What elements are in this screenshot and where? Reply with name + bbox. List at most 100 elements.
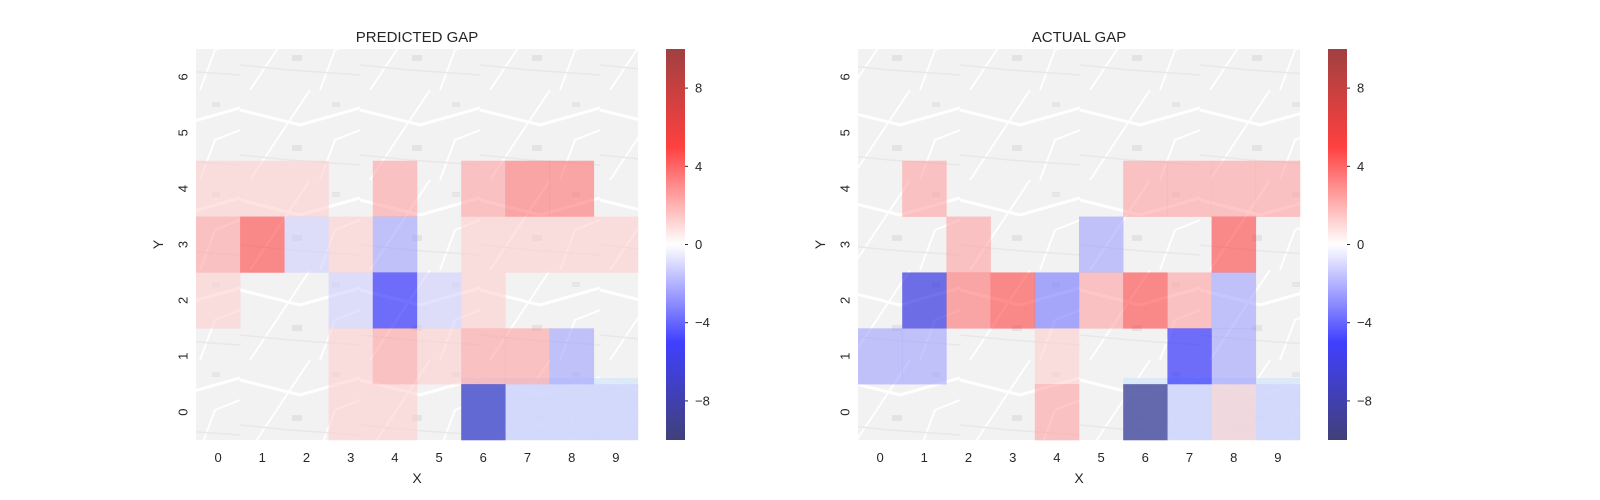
heatmap-cell (1255, 160, 1301, 217)
y-tick-label: 4 (838, 185, 853, 192)
heatmap-cell (1034, 384, 1080, 441)
heatmap-cell (1123, 272, 1168, 329)
x-tick-label: 9 (1274, 450, 1281, 465)
x-tick-label: 7 (1186, 450, 1193, 465)
heatmap-cell (328, 384, 374, 441)
x-tick-label: 0 (876, 450, 883, 465)
x-axis-label: X (412, 470, 422, 486)
heatmap-cell (505, 160, 550, 217)
heatmap-cell (461, 328, 506, 385)
heatmap-cell (1255, 384, 1301, 441)
colorbar-tick-label: 0 (695, 237, 702, 252)
heatmap-cell (240, 160, 285, 217)
heatmap-panel-0: PREDICTED GAP 0 1 2 3 4 5 6 7 8 9 0 1 2 3 4 5 6 X Y −8 −4 0 4 8 (150, 29, 710, 486)
heatmap-cell (549, 384, 595, 441)
heatmap-cell (461, 160, 506, 217)
heatmap-cell (946, 216, 991, 273)
x-tick-label: 1 (259, 450, 266, 465)
heatmap-cell (1211, 160, 1257, 217)
heatmap-cell (858, 328, 903, 385)
x-tick-label: 2 (965, 450, 972, 465)
colorbar-tick-label: −8 (1357, 393, 1372, 408)
heatmap-cell (549, 160, 595, 217)
colorbar-tick-label: 8 (1357, 81, 1364, 96)
x-tick-label: 7 (524, 450, 531, 465)
chart-title: PREDICTED GAP (356, 29, 479, 46)
heatmap-cell (372, 384, 418, 441)
heatmap-cell (902, 328, 947, 385)
heatmap-cell (990, 272, 1036, 329)
y-tick-label: 1 (176, 353, 191, 360)
x-tick-label: 0 (214, 450, 221, 465)
colorbar-tick-label: 4 (695, 159, 702, 174)
x-tick-label: 2 (303, 450, 310, 465)
heatmap-cell (1079, 272, 1124, 329)
heatmap-cell (372, 272, 418, 329)
heatmap-cell (1034, 272, 1080, 329)
x-axis-label: X (1074, 470, 1084, 486)
heatmap-cell (1167, 384, 1212, 441)
heatmap-cell (328, 272, 374, 329)
heatmap-cell (461, 272, 506, 329)
y-tick-label: 0 (176, 408, 191, 415)
x-tick-label: 4 (391, 450, 398, 465)
x-tick-label: 5 (1097, 450, 1104, 465)
y-tick-label: 1 (838, 353, 853, 360)
heatmap-cell (417, 328, 462, 385)
y-tick-label: 3 (838, 241, 853, 248)
heatmap-cell (1211, 216, 1257, 273)
x-tick-label: 8 (568, 450, 575, 465)
heatmap-cell (1167, 272, 1212, 329)
heatmap-cell (284, 216, 329, 273)
heatmap-cell (1167, 328, 1212, 385)
x-tick-label: 8 (1230, 450, 1237, 465)
colorbar-tick-label: 8 (695, 81, 702, 96)
heatmap-cell (196, 272, 241, 329)
y-tick-label: 4 (176, 185, 191, 192)
heatmap-cell (328, 216, 374, 273)
heatmap-cell (549, 216, 595, 273)
heatmap-cell (1211, 328, 1257, 385)
x-tick-label: 6 (480, 450, 487, 465)
heatmap-cell (417, 272, 462, 329)
heatmap-cell (372, 328, 418, 385)
heatmap-cell (196, 160, 241, 217)
heatmap-cell (1034, 328, 1080, 385)
x-tick-label: 3 (347, 450, 354, 465)
heatmap-cell (372, 216, 418, 273)
colorbar-tick-label: 4 (1357, 159, 1364, 174)
heatmap-cell (372, 160, 418, 217)
y-axis-label: Y (150, 239, 166, 249)
heatmap-panel-1: ACTUAL GAP 0 1 2 3 4 5 6 7 8 9 0 1 2 3 4 5 6 X Y −8 −4 0 4 8 (812, 29, 1372, 486)
x-tick-label: 3 (1009, 450, 1016, 465)
y-tick-label: 2 (176, 297, 191, 304)
heatmap-cell (1167, 160, 1212, 217)
heatmap-cell (1123, 384, 1168, 441)
heatmap-cell (461, 216, 506, 273)
colorbar-tick-label: −8 (695, 393, 710, 408)
heatmap-cell (549, 328, 595, 385)
y-tick-label: 5 (176, 129, 191, 136)
colorbar-gradient (666, 49, 685, 440)
heatmap-cell (505, 216, 550, 273)
x-tick-label: 5 (435, 450, 442, 465)
colorbar-tick-label: −4 (695, 315, 710, 330)
heatmap-cell (1079, 216, 1124, 273)
y-tick-label: 6 (838, 73, 853, 80)
colorbar-tick-label: −4 (1357, 315, 1372, 330)
heatmap-cell (505, 384, 550, 441)
x-tick-label: 4 (1053, 450, 1060, 465)
heatmap-cell (902, 160, 947, 217)
colorbar: −8 −4 0 4 8 (1328, 49, 1372, 440)
x-tick-label: 9 (612, 450, 619, 465)
y-tick-label: 2 (838, 297, 853, 304)
heatmap-cell (593, 384, 639, 441)
colorbar: −8 −4 0 4 8 (666, 49, 710, 440)
heatmap-cell (284, 160, 329, 217)
chart-title: ACTUAL GAP (1032, 29, 1126, 46)
heatmap-cell (946, 272, 991, 329)
heatmap-cell (461, 384, 506, 441)
y-axis-label: Y (812, 239, 828, 249)
y-tick-label: 5 (838, 129, 853, 136)
heatmap-cell (1123, 160, 1168, 217)
